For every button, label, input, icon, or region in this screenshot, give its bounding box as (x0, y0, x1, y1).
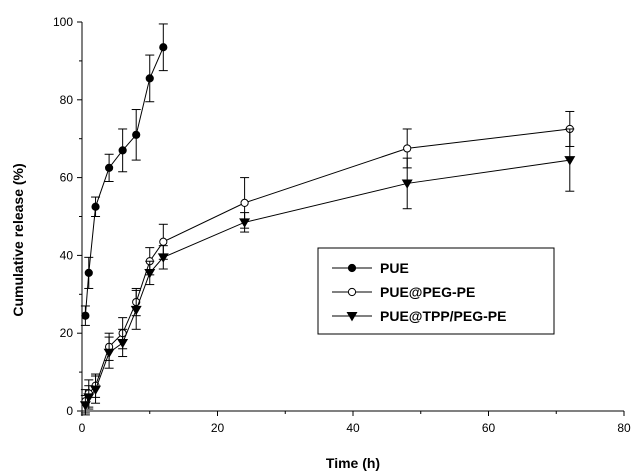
y-axis-title: Cumulative release (%) (10, 163, 26, 316)
y-tick-label: 80 (60, 93, 74, 107)
x-axis-title: Time (h) (326, 455, 380, 471)
legend-label: PUE@PEG-PE (380, 284, 475, 300)
data-point (144, 268, 156, 279)
data-point (239, 218, 251, 228)
legend-marker (347, 263, 357, 273)
legend-label: PUE@TPP/PEG-PE (380, 308, 506, 324)
y-tick-label: 60 (60, 171, 74, 185)
data-point (91, 202, 100, 211)
data-point (401, 179, 413, 189)
series-pue (80, 23, 168, 326)
x-tick-label: 20 (211, 421, 225, 435)
x-tick-label: 80 (617, 421, 631, 435)
legend-label: PUE (380, 260, 409, 276)
data-point (157, 253, 169, 263)
data-point (145, 74, 154, 83)
data-point (564, 156, 576, 166)
data-point (105, 163, 114, 172)
y-tick-label: 40 (60, 248, 74, 262)
y-tick-label: 20 (60, 326, 74, 340)
series-line (84, 47, 164, 316)
data-point (118, 146, 127, 155)
series-layer (79, 23, 576, 416)
plot-axes: 0 20 40 60 80 0 20 40 60 80 100 (53, 15, 631, 435)
x-tick-label: 60 (482, 421, 496, 435)
data-point (159, 43, 168, 52)
data-point (240, 198, 249, 207)
data-point (81, 311, 90, 320)
data-point (103, 348, 115, 359)
series-pue-tpp-peg-pe (79, 128, 576, 416)
data-point (132, 130, 141, 139)
data-point (117, 338, 129, 349)
legend-marker (347, 287, 357, 297)
legend-box (317, 247, 555, 335)
y-tick-label: 100 (53, 15, 73, 29)
y-tick-label: 0 (66, 404, 73, 418)
data-point (90, 385, 102, 395)
data-point (79, 401, 91, 411)
data-point (130, 305, 142, 316)
x-tick-label: 40 (346, 421, 360, 435)
data-point (159, 237, 168, 246)
legend-marker (346, 312, 358, 322)
x-tick-label: 0 (79, 421, 86, 435)
data-point (83, 393, 95, 403)
legend: PUE PUE@PEG-PE PUE@TPP/PEG-PE (317, 247, 555, 335)
data-point (403, 144, 412, 153)
data-point (84, 268, 93, 278)
